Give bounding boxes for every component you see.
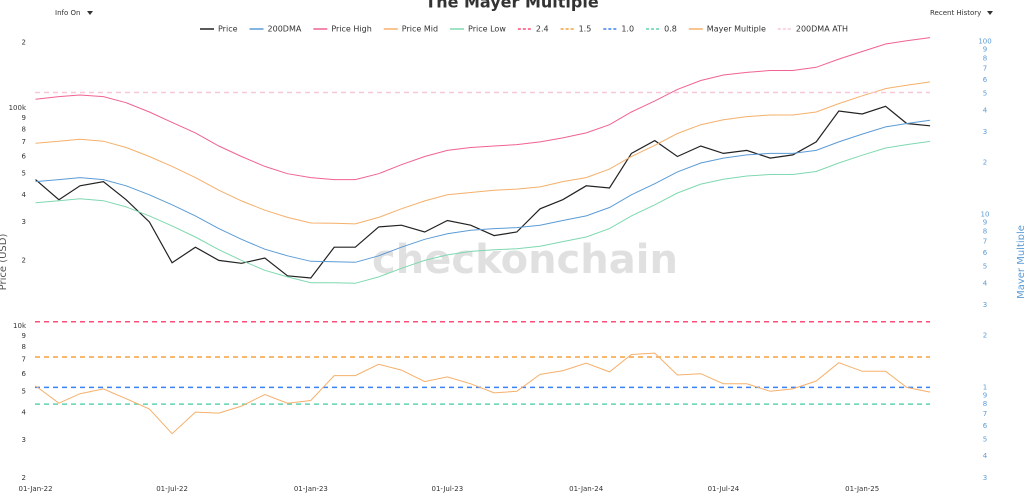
y2-tick-label: 9 xyxy=(983,391,987,399)
y-tick-label: 8 xyxy=(22,343,26,351)
series-line xyxy=(35,352,931,435)
series-line xyxy=(35,119,931,263)
y2-tick-label: 6 xyxy=(983,422,988,430)
y2-tick-label: 8 xyxy=(983,54,987,62)
series-line xyxy=(35,140,931,284)
y-tick-label: 5 xyxy=(22,387,26,395)
legend-label: Price xyxy=(218,25,238,34)
y-tick-label: 2 xyxy=(22,474,26,482)
x-tick-label: 01-Jan-23 xyxy=(294,485,328,493)
y2-tick-label: 1 xyxy=(983,383,987,391)
y2-tick-label: 5 xyxy=(983,263,987,271)
legend-item: 0.8 xyxy=(646,25,677,34)
y2-tick-label: 3 xyxy=(983,474,987,482)
x-tick-label: 01-Jul-24 xyxy=(708,485,740,493)
legend-label: 200DMA xyxy=(268,25,302,34)
legend-label: 0.8 xyxy=(664,25,677,34)
info-dropdown[interactable]: Info On xyxy=(55,9,93,17)
legend-item: 1.0 xyxy=(603,25,634,34)
legend-label: 1.0 xyxy=(621,25,634,34)
y-tick-label: 2 xyxy=(22,256,26,264)
y2-axis-title: Mayer Multiple xyxy=(1016,225,1024,299)
legend-label: 1.5 xyxy=(579,25,592,34)
legend-label: Price Low xyxy=(468,25,506,34)
series-line xyxy=(35,81,931,225)
legend-item: 200DMA xyxy=(249,25,302,34)
legend-label: 2.4 xyxy=(536,25,549,34)
y-tick-label: 6 xyxy=(22,370,27,378)
y2-tick-label: 4 xyxy=(983,106,988,114)
y-tick-label: 8 xyxy=(22,125,26,133)
dropdown-arrow[interactable] xyxy=(87,11,93,15)
y2-tick-label: 9 xyxy=(983,218,987,226)
legend-label: Price High xyxy=(331,25,371,34)
x-tick-label: 01-Jan-22 xyxy=(19,485,53,493)
chart-title: The Mayer Multiple xyxy=(425,0,599,12)
y-axis-title: Price (USD) xyxy=(0,234,9,291)
y2-tick-label: 6 xyxy=(983,249,988,257)
y-tick-label: 5 xyxy=(22,170,26,178)
y-tick-label: 6 xyxy=(22,152,27,160)
y2-tick-label: 8 xyxy=(983,400,987,408)
legend-label: Mayer Multiple xyxy=(707,25,766,34)
y2-tick-label: 5 xyxy=(983,435,987,443)
legend-item: Price Low xyxy=(450,25,506,34)
dropdown-label[interactable]: Recent History xyxy=(930,9,981,17)
y2-tick-label: 7 xyxy=(983,237,987,245)
y-tick-label: 10k xyxy=(13,322,27,330)
y-tick-label: 3 xyxy=(22,436,26,444)
y-tick-label: 3 xyxy=(22,218,26,226)
x-tick-label: 01-Jul-23 xyxy=(432,485,464,493)
legend-item: Price xyxy=(200,25,238,34)
y2-tick-label: 9 xyxy=(983,46,987,54)
y-tick-label: 4 xyxy=(22,409,27,417)
history-dropdown[interactable]: Recent History xyxy=(930,9,993,17)
dropdown-arrow[interactable] xyxy=(987,11,993,15)
y2-tick-label: 7 xyxy=(983,410,987,418)
y2-tick-label: 6 xyxy=(983,76,988,84)
y2-tick-label: 8 xyxy=(983,227,987,235)
x-tick-label: 01-Jul-22 xyxy=(156,485,188,493)
series-line xyxy=(35,105,931,279)
y2-tick-label: 2 xyxy=(983,159,987,167)
legend-item: 1.5 xyxy=(560,25,592,34)
watermark: checkonchain xyxy=(372,237,678,283)
x-tick-label: 01-Jan-24 xyxy=(569,485,604,493)
y-tick-label: 9 xyxy=(22,114,26,122)
legend-item: 200DMA ATH xyxy=(777,25,848,34)
y2-tick-label: 10 xyxy=(981,211,990,219)
y-tick-label: 7 xyxy=(22,138,26,146)
y2-tick-label: 2 xyxy=(983,331,987,339)
legend-label: 200DMA ATH xyxy=(796,25,848,34)
y2-tick-label: 4 xyxy=(983,452,988,460)
y-tick-label: 9 xyxy=(22,332,26,340)
y-tick-label: 7 xyxy=(22,356,26,364)
legend-item: Mayer Multiple xyxy=(688,25,766,34)
dropdown-label[interactable]: Info On xyxy=(55,9,80,17)
y2-tick-label: 7 xyxy=(983,64,987,72)
legend-item: 2.4 xyxy=(517,25,549,34)
y2-tick-label: 4 xyxy=(983,279,988,287)
y-tick-label: 100k xyxy=(9,104,27,112)
y-tick-label: 4 xyxy=(22,191,27,199)
legend-item: Price High xyxy=(313,25,372,34)
legend-item: Price Mid xyxy=(383,25,438,34)
x-tick-label: 01-Jan-25 xyxy=(845,485,879,493)
y2-tick-label: 5 xyxy=(983,90,987,98)
y2-tick-label: 100 xyxy=(978,38,991,46)
y2-tick-label: 3 xyxy=(983,301,987,309)
y2-tick-label: 3 xyxy=(983,128,987,136)
y-tick-label: 2 xyxy=(22,39,26,47)
legend-label: Price Mid xyxy=(402,25,438,34)
series-line xyxy=(35,37,931,181)
